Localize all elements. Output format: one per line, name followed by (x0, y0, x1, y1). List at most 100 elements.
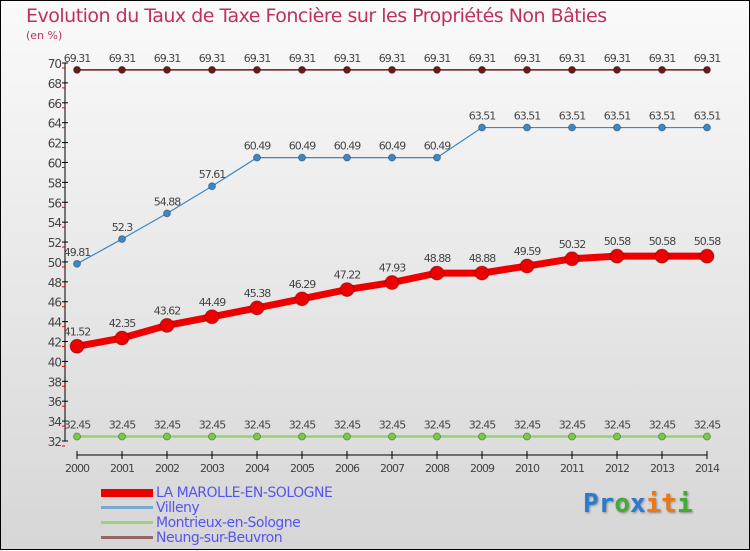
data-point (208, 432, 216, 441)
data-label: 32.45 (604, 419, 631, 432)
data-label: 32.45 (559, 419, 586, 432)
y-tick-label: 58 (48, 176, 62, 190)
data-label: 50.58 (604, 235, 631, 248)
data-label: 69.31 (559, 52, 586, 65)
y-axis-unit: (en %) (26, 29, 63, 42)
data-point (654, 248, 670, 264)
x-tick-label: 2008 (425, 462, 450, 475)
data-point (343, 432, 351, 441)
data-point (73, 432, 81, 441)
y-tick-label: 46 (48, 296, 62, 310)
data-label: 63.51 (469, 110, 496, 123)
y-tick-label: 48 (48, 276, 62, 290)
y-tick-label: 52 (48, 236, 62, 250)
data-point (163, 65, 171, 74)
data-point (118, 235, 126, 244)
proxiti-logo: Proxiti (583, 489, 693, 519)
legend-item: Montrieux-en-Sologne (101, 514, 332, 531)
data-label: 32.45 (379, 419, 406, 432)
y-tick-label: 36 (48, 395, 62, 409)
data-point (564, 251, 580, 267)
data-label: 54.88 (154, 195, 181, 208)
data-point (568, 65, 576, 74)
data-point (519, 258, 535, 274)
y-tick-label: 64 (48, 117, 62, 131)
data-label: 69.31 (154, 52, 181, 65)
data-label: 60.49 (244, 140, 271, 153)
data-point (388, 432, 396, 441)
data-point (429, 265, 445, 281)
data-label: 69.31 (694, 52, 721, 65)
data-point (73, 65, 81, 74)
data-label: 32.45 (289, 419, 316, 432)
data-label: 32.45 (514, 419, 541, 432)
data-label: 63.51 (514, 110, 541, 123)
y-tick-label: 66 (48, 97, 62, 111)
data-point (703, 432, 711, 441)
data-point (568, 432, 576, 441)
y-tick-label: 34 (48, 415, 62, 429)
legend-label: Montrieux-en-Sologne (156, 514, 301, 531)
data-label: 49.81 (64, 246, 91, 259)
data-point (613, 65, 621, 74)
data-point (298, 432, 306, 441)
data-label: 32.45 (244, 419, 271, 432)
x-tick-label: 2004 (245, 462, 270, 475)
data-label: 69.31 (469, 52, 496, 65)
data-point (478, 65, 486, 74)
data-point (703, 65, 711, 74)
data-label: 32.45 (649, 419, 676, 432)
data-point (208, 65, 216, 74)
data-label: 63.51 (694, 110, 721, 123)
y-tick-label: 42 (48, 336, 62, 350)
x-tick-label: 2006 (335, 462, 360, 475)
data-label: 50.32 (559, 238, 586, 251)
data-point (658, 432, 666, 441)
data-point (163, 432, 171, 441)
data-point (73, 259, 81, 268)
y-tick-label: 68 (48, 77, 62, 91)
data-point (699, 248, 715, 264)
data-point (613, 123, 621, 132)
chart-title: Evolution du Taux de Taxe Foncière sur l… (26, 5, 607, 27)
data-label: 69.31 (379, 52, 406, 65)
y-tick-label: 38 (48, 375, 62, 389)
data-label: 69.31 (604, 52, 631, 65)
data-label: 63.51 (604, 110, 631, 123)
x-tick-label: 2009 (470, 462, 495, 475)
data-label: 45.38 (244, 287, 271, 300)
y-tick-label: 62 (48, 137, 62, 151)
data-label: 32.45 (469, 419, 496, 432)
data-label: 32.45 (199, 419, 226, 432)
data-label: 32.45 (154, 419, 181, 432)
legend-swatch (101, 536, 153, 539)
data-label: 63.51 (559, 110, 586, 123)
data-label: 69.31 (199, 52, 226, 65)
legend-swatch (101, 506, 153, 509)
x-tick-label: 2003 (200, 462, 225, 475)
data-point (609, 248, 625, 264)
legend-item: LA MAROLLE-EN-SOLOGNE (101, 485, 333, 501)
data-point (114, 330, 130, 346)
x-tick-label: 2000 (65, 462, 90, 475)
data-point (474, 265, 490, 281)
data-label: 48.88 (469, 252, 496, 265)
data-label: 69.31 (64, 52, 91, 65)
data-point (478, 123, 486, 132)
x-tick-label: 2002 (155, 462, 179, 475)
data-point (433, 65, 441, 74)
x-tick-label: 2011 (560, 462, 584, 475)
data-point (69, 338, 85, 354)
data-point (294, 291, 310, 307)
data-point (388, 153, 396, 162)
data-point (478, 432, 486, 441)
legend-label: Villeny (156, 499, 200, 516)
data-point (249, 300, 265, 316)
data-label: 32.45 (64, 419, 91, 432)
data-label: 69.31 (649, 52, 676, 65)
data-label: 32.45 (334, 419, 361, 432)
data-point (433, 432, 441, 441)
data-point (253, 153, 261, 162)
